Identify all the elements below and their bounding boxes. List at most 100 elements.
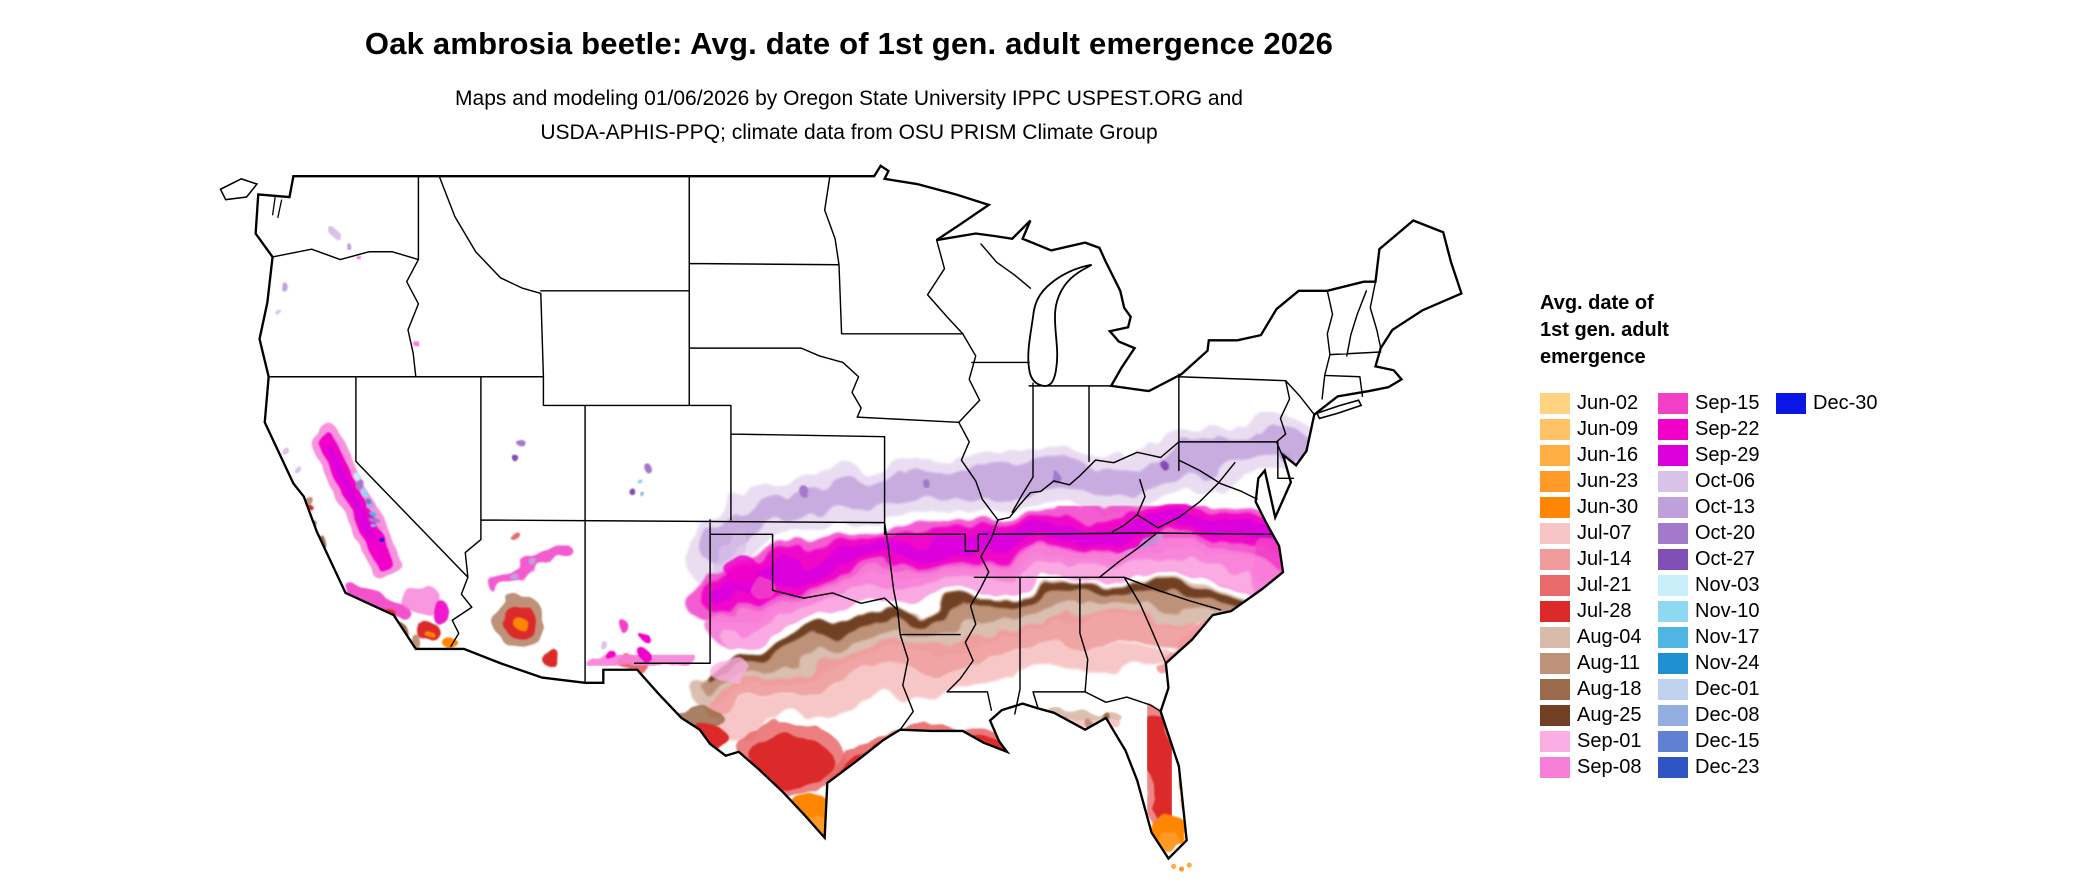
legend-label: Dec-15 — [1695, 729, 1760, 752]
legend-label: Jun-09 — [1577, 417, 1639, 440]
map-title: Oak ambrosia beetle: Avg. date of 1st ge… — [364, 26, 1334, 61]
legend-label: Nov-24 — [1695, 651, 1760, 674]
legend-label: Oct-27 — [1695, 547, 1756, 570]
legend-entry: Nov-24 — [1658, 650, 1760, 676]
legend-swatch — [1658, 652, 1688, 674]
legend-entry: Oct-20 — [1658, 520, 1760, 546]
legend-label: Sep-08 — [1577, 755, 1642, 778]
legend-swatch — [1658, 470, 1688, 492]
legend-entry: Sep-15 — [1658, 390, 1760, 416]
legend-entry: Nov-10 — [1658, 598, 1760, 624]
legend-entry: Jul-21 — [1540, 572, 1642, 598]
legend-label: Sep-15 — [1695, 391, 1760, 414]
legend-label: Oct-06 — [1695, 469, 1756, 492]
legend-label: Jul-14 — [1577, 547, 1632, 570]
legend-entry: Sep-08 — [1540, 754, 1642, 780]
legend-label: Sep-22 — [1695, 417, 1760, 440]
legend-swatch — [1540, 600, 1570, 622]
legend-swatch — [1776, 392, 1806, 414]
legend-label: Jul-07 — [1577, 521, 1632, 544]
legend-swatch — [1540, 652, 1570, 674]
legend-swatch — [1540, 730, 1570, 752]
legend-entry: Aug-18 — [1540, 676, 1642, 702]
legend-entry: Sep-29 — [1658, 442, 1760, 468]
legend-label: Oct-20 — [1695, 521, 1756, 544]
legend-column-3: Dec-30 — [1776, 390, 1877, 416]
legend-entry: Oct-27 — [1658, 546, 1760, 572]
legend-label: Jul-28 — [1577, 599, 1632, 622]
legend-swatch — [1540, 756, 1570, 778]
legend-entry: Jun-02 — [1540, 390, 1642, 416]
legend-label: Jun-02 — [1577, 391, 1639, 414]
legend-swatch — [1658, 418, 1688, 440]
legend-label: Aug-11 — [1577, 651, 1641, 674]
legend-swatch — [1658, 600, 1688, 622]
legend-swatch — [1540, 418, 1570, 440]
legend-label: Nov-17 — [1695, 625, 1760, 648]
legend-swatch — [1658, 496, 1688, 518]
legend-entry: Dec-30 — [1776, 390, 1877, 416]
legend-swatch — [1658, 574, 1688, 596]
map-subtitle: Maps and modeling 01/06/2026 by Oregon S… — [0, 82, 1698, 150]
legend-label: Dec-01 — [1695, 677, 1760, 700]
florida-keys — [1171, 862, 1192, 872]
legend-entry: Aug-04 — [1540, 624, 1642, 650]
legend-label: Jun-16 — [1577, 443, 1639, 466]
legend-label: Sep-01 — [1577, 729, 1642, 752]
legend-label: Aug-04 — [1577, 625, 1642, 648]
legend-swatch — [1540, 574, 1570, 596]
legend-entry: Oct-06 — [1658, 468, 1760, 494]
us-map-svg — [219, 164, 1463, 872]
legend-entry: Jun-23 — [1540, 468, 1642, 494]
subtitle-line-2: USDA-APHIS-PPQ; climate data from OSU PR… — [540, 121, 1158, 144]
legend-label: Aug-18 — [1577, 677, 1642, 700]
legend-label: Oct-13 — [1695, 495, 1756, 518]
legend-label: Nov-10 — [1695, 599, 1760, 622]
legend-entry: Dec-23 — [1658, 754, 1760, 780]
legend-swatch — [1540, 444, 1570, 466]
legend-swatch — [1540, 496, 1570, 518]
legend-swatch — [1540, 704, 1570, 726]
legend-label: Dec-30 — [1813, 391, 1878, 414]
legend-swatch — [1658, 626, 1688, 648]
legend-label: Jun-23 — [1577, 469, 1639, 492]
legend-swatch — [1658, 548, 1688, 570]
legend-entry: Dec-01 — [1658, 676, 1760, 702]
legend-entry: Sep-22 — [1658, 416, 1760, 442]
legend-swatch — [1540, 522, 1570, 544]
legend-swatch — [1658, 704, 1688, 726]
legend-entry: Dec-15 — [1658, 728, 1760, 754]
legend-label: Dec-23 — [1695, 755, 1760, 778]
subtitle-line-1: Maps and modeling 01/06/2026 by Oregon S… — [455, 87, 1243, 110]
puget-sound — [271, 196, 283, 219]
legend-entry: Dec-08 — [1658, 702, 1760, 728]
legend-entry: Jul-07 — [1540, 520, 1642, 546]
legend-column-2: Sep-15 Sep-22 Sep-29 Oct-06 Oct-13 Oct-20 Oct-… — [1658, 390, 1760, 780]
legend-title-line-2: 1st gen. adult — [1540, 319, 1669, 341]
legend-entry: Aug-11 — [1540, 650, 1642, 676]
legend-entry: Jun-09 — [1540, 416, 1642, 442]
legend-label: Dec-08 — [1695, 703, 1760, 726]
legend-label: Nov-03 — [1695, 573, 1760, 596]
vancouver-island — [219, 177, 259, 201]
legend-entry: Jul-28 — [1540, 598, 1642, 624]
legend-title-line-1: Avg. date of — [1540, 292, 1654, 314]
legend-swatch — [1658, 756, 1688, 778]
legend-title-line-3: emergence — [1540, 346, 1646, 368]
legend-entry: Jun-16 — [1540, 442, 1642, 468]
legend-label: Aug-25 — [1577, 703, 1642, 726]
legend-entry: Jul-14 — [1540, 546, 1642, 572]
us-emergence-map — [194, 158, 1484, 882]
legend-swatch — [1540, 678, 1570, 700]
legend-entry: Oct-13 — [1658, 494, 1760, 520]
legend-label: Sep-29 — [1695, 443, 1760, 466]
legend-entry: Nov-17 — [1658, 624, 1760, 650]
long-island — [1315, 399, 1363, 420]
legend-title: Avg. date of 1st gen. adult emergence — [1540, 290, 1840, 371]
legend-label: Jun-30 — [1577, 495, 1639, 518]
legend-entry: Aug-25 — [1540, 702, 1642, 728]
legend-swatch — [1658, 522, 1688, 544]
legend-swatch — [1540, 548, 1570, 570]
legend-swatch — [1540, 392, 1570, 414]
